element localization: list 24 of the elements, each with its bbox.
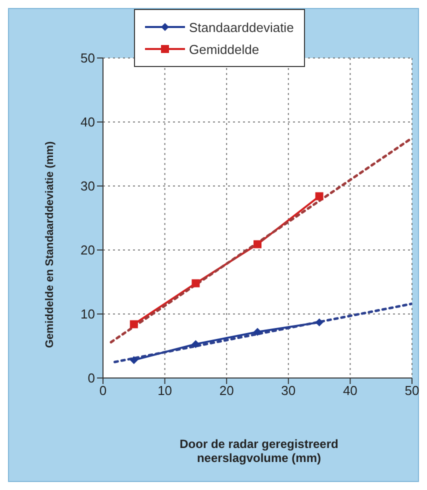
point bbox=[130, 320, 138, 328]
y-tick-label: 20 bbox=[80, 242, 95, 258]
point bbox=[315, 192, 324, 200]
point bbox=[315, 318, 324, 326]
point bbox=[254, 328, 262, 336]
point bbox=[254, 240, 262, 248]
x-tick-label: 0 bbox=[99, 383, 107, 398]
y-tick-label: 0 bbox=[88, 370, 95, 386]
x-tick-label: 50 bbox=[404, 383, 420, 398]
point bbox=[192, 279, 200, 288]
y-tick-label: 50 bbox=[80, 50, 95, 66]
legend-label: Gemiddelde bbox=[189, 42, 260, 56]
x-tick-label: 30 bbox=[281, 383, 296, 398]
x-tick-label: 10 bbox=[158, 383, 172, 398]
y-tick-label: 40 bbox=[80, 114, 95, 130]
y-axis-title: Gemiddelde en Standaarddeviatie (mm) bbox=[44, 141, 56, 348]
x-tick-label: 20 bbox=[219, 383, 234, 398]
point bbox=[192, 340, 200, 348]
y-tick-label: 30 bbox=[80, 178, 95, 194]
x-tick-label: 40 bbox=[342, 383, 358, 398]
y-tick-label: 10 bbox=[80, 306, 95, 322]
x-axis-title: Door de radar geregistreerd neerslagvolume (mm) bbox=[178, 437, 340, 465]
point bbox=[130, 356, 138, 364]
legend-label: Standaarddeviatie bbox=[189, 20, 294, 34]
